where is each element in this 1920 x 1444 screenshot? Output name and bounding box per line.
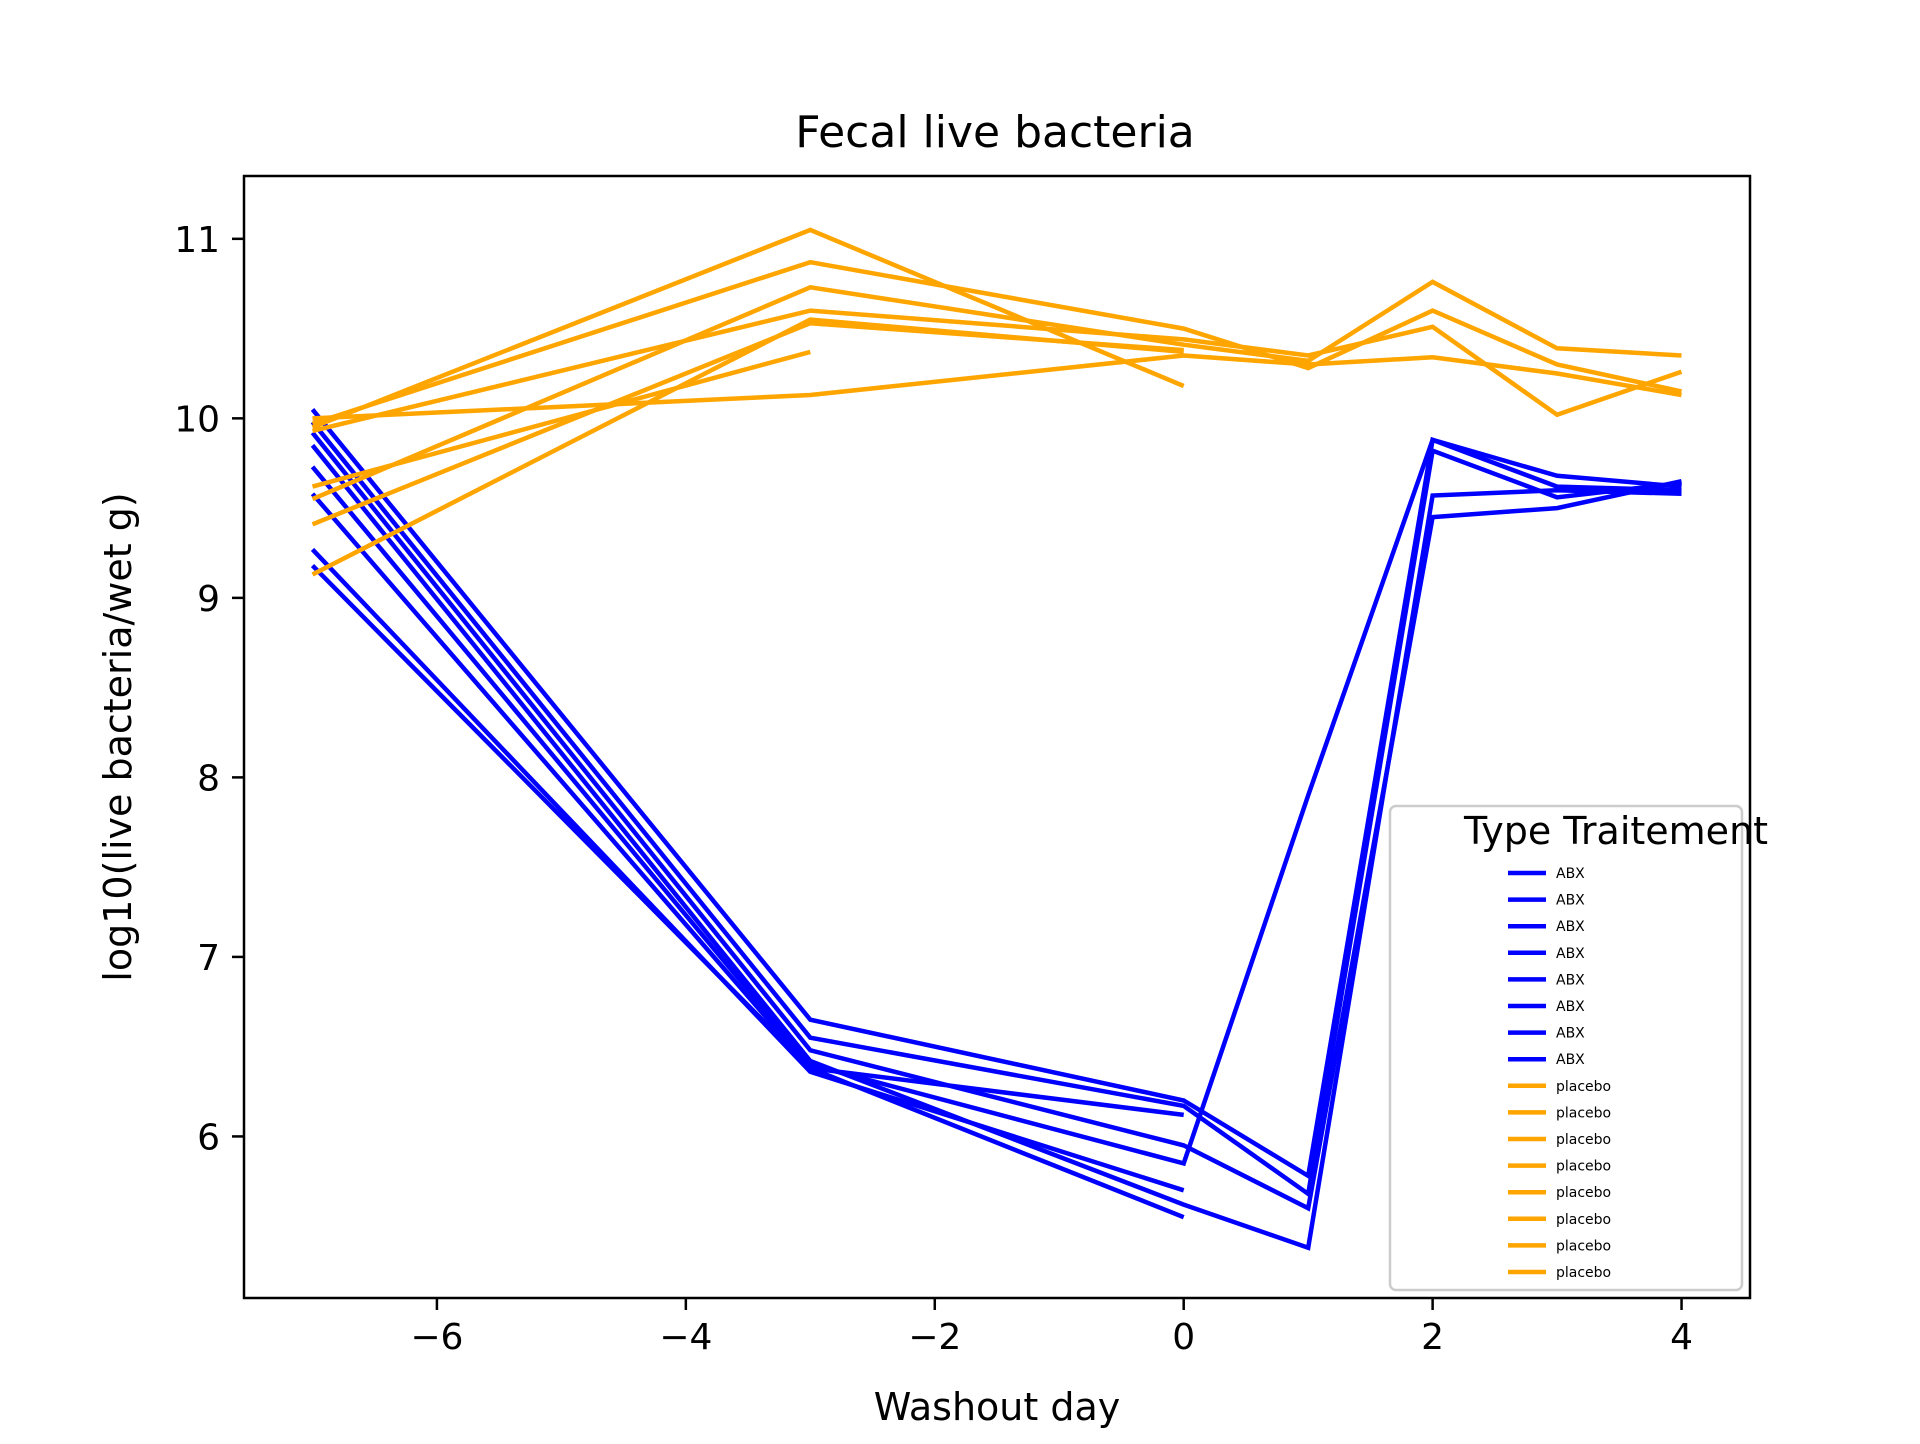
y-tick-label: 10 [174, 399, 220, 440]
y-tick-label: 7 [197, 938, 220, 979]
legend-label-abx: ABX [1556, 893, 1585, 909]
series-line-abx-4 [310, 443, 1682, 1251]
series-line-abx-1 [310, 407, 1682, 1180]
chart-title: Fecal live bacteria [795, 107, 1195, 158]
x-tick-label: −6 [410, 1317, 463, 1358]
series-line-abx-3 [310, 431, 1682, 1212]
legend-label-placebo: placebo [1556, 1105, 1611, 1121]
series-line-placebo-14 [311, 349, 811, 489]
series-line-abx-7 [310, 547, 1185, 1193]
legend-label-abx: ABX [1556, 866, 1585, 882]
x-axis-label: Washout day [874, 1385, 1121, 1429]
legend-entries: ABX ABX ABX ABX ABX ABX ABX ABX placebo placebo pl… [1508, 866, 1611, 1281]
series-line-placebo-13 [311, 279, 1682, 502]
x-tick-label: 4 [1670, 1317, 1693, 1358]
y-tick-label: 11 [174, 220, 220, 261]
x-tick-label: 2 [1421, 1317, 1444, 1358]
legend-label-abx: ABX [1556, 1052, 1585, 1068]
x-tick-label: −2 [908, 1317, 961, 1358]
y-tick-label: 6 [197, 1117, 220, 1158]
series-line-abx-8 [310, 564, 1185, 1220]
series-line-placebo-16 [311, 317, 1184, 577]
x-tick-label: 0 [1172, 1317, 1195, 1358]
legend-label-placebo: placebo [1556, 1238, 1611, 1254]
y-axis-label: log10(live bacteria/wet g) [96, 492, 140, 981]
legend-label-placebo: placebo [1556, 1185, 1611, 1201]
legend-label-placebo: placebo [1556, 1079, 1611, 1095]
legend-box [1388, 804, 1744, 1292]
legend: Type Traitement ABXABXABXABXABXABXABXABX… [1388, 804, 1768, 1292]
legend-label-placebo: placebo [1556, 1159, 1611, 1175]
y-tick-label: 8 [197, 758, 220, 799]
plot-lines [310, 227, 1683, 1251]
series-line-placebo-11 [311, 308, 1683, 434]
legend-title: Type Traitement [1463, 809, 1768, 853]
legend-label-placebo: placebo [1556, 1265, 1611, 1281]
legend-label-placebo: placebo [1556, 1212, 1611, 1228]
series-line-placebo-10 [311, 259, 1682, 426]
series-line-placebo-9 [311, 227, 1185, 430]
legend-label-placebo: placebo [1556, 1132, 1611, 1148]
legend-label-abx: ABX [1556, 919, 1585, 935]
legend-label-abx: ABX [1556, 972, 1585, 988]
plot-frame [242, 174, 1752, 1300]
legend-label-abx: ABX [1556, 999, 1585, 1015]
x-axis: −6 −4 −2 0 2 4 [410, 1298, 1693, 1358]
x-tick-label: −4 [659, 1317, 712, 1358]
y-tick-label: 9 [197, 579, 220, 620]
y-axis: 6 7 8 9 10 11 [174, 220, 244, 1158]
legend-label-abx: ABX [1556, 1026, 1585, 1042]
series-line-abx-2 [310, 420, 1682, 1198]
series-line-abx-5 [310, 436, 1682, 1167]
series-line-placebo-12 [312, 353, 1682, 421]
legend-label-abx: ABX [1556, 946, 1585, 962]
